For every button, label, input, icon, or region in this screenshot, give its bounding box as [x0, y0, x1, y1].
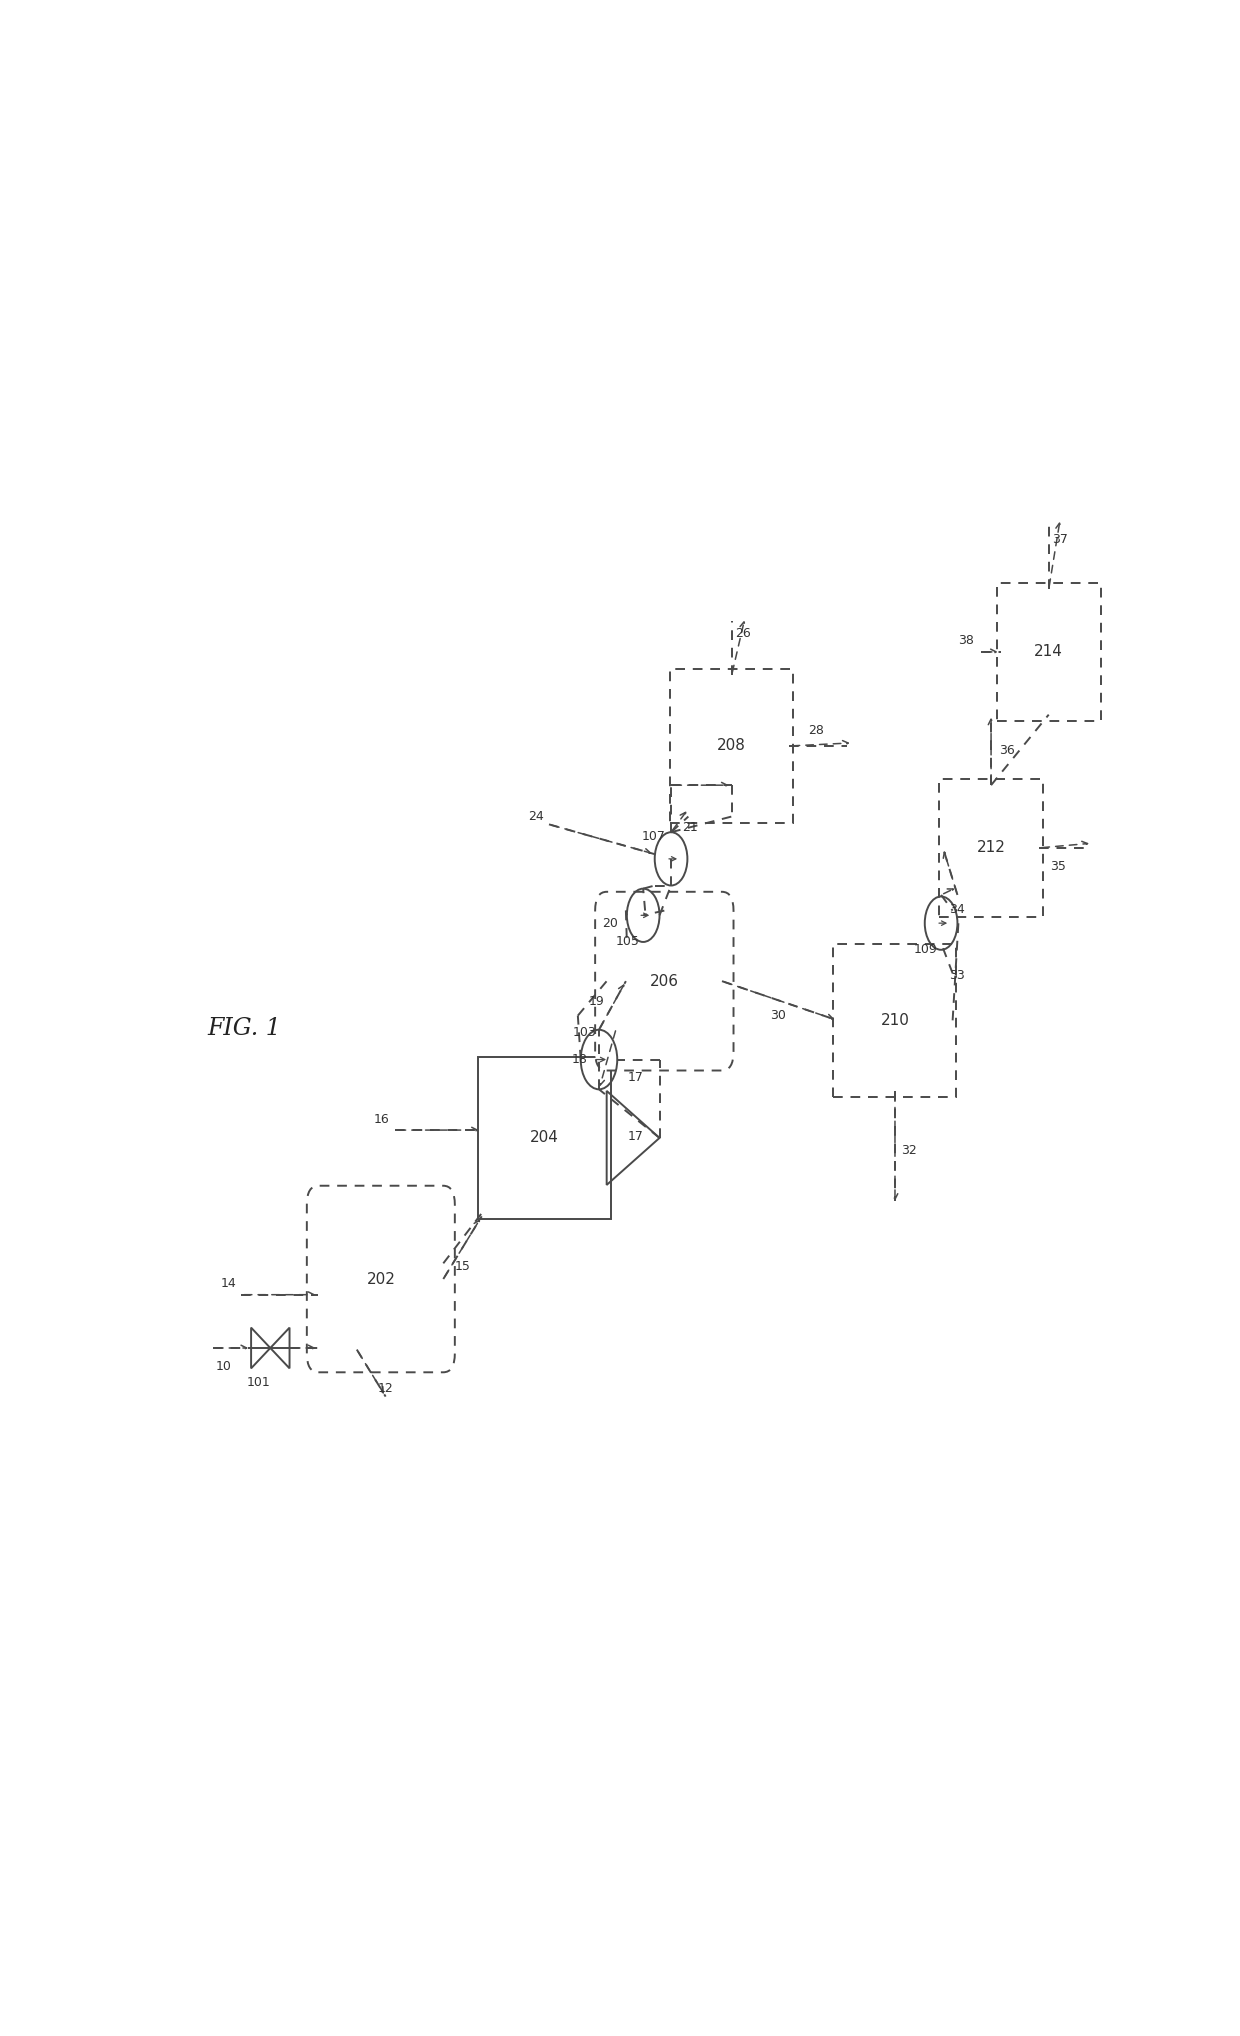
FancyBboxPatch shape	[477, 1057, 610, 1220]
Text: 21: 21	[682, 821, 697, 835]
Text: 28: 28	[808, 723, 825, 737]
FancyBboxPatch shape	[833, 943, 956, 1097]
Text: 33: 33	[949, 969, 965, 981]
Text: 17: 17	[627, 1071, 644, 1083]
Text: 12: 12	[378, 1382, 394, 1395]
Text: 10: 10	[216, 1360, 232, 1374]
Text: 206: 206	[650, 973, 678, 989]
Text: 210: 210	[880, 1012, 909, 1028]
Text: 214: 214	[1034, 645, 1063, 660]
Text: 35: 35	[1050, 861, 1066, 873]
Text: 37: 37	[1053, 533, 1069, 546]
Text: 34: 34	[949, 902, 965, 916]
FancyBboxPatch shape	[670, 670, 794, 823]
Text: 15: 15	[455, 1260, 471, 1272]
Text: 101: 101	[247, 1376, 270, 1389]
Text: 30: 30	[770, 1010, 786, 1022]
FancyBboxPatch shape	[997, 582, 1101, 721]
Text: 36: 36	[998, 745, 1014, 757]
Text: 202: 202	[366, 1272, 396, 1287]
Text: 17: 17	[627, 1130, 644, 1142]
Text: 32: 32	[900, 1144, 916, 1156]
Text: 20: 20	[603, 916, 619, 930]
Text: 105: 105	[616, 935, 640, 949]
Text: 24: 24	[528, 810, 544, 823]
Text: 107: 107	[642, 831, 666, 843]
Text: 204: 204	[529, 1130, 559, 1146]
FancyBboxPatch shape	[306, 1185, 455, 1372]
Text: 26: 26	[735, 627, 751, 639]
Text: 103: 103	[573, 1026, 596, 1040]
Text: 16: 16	[373, 1112, 389, 1126]
Text: FIG. 1: FIG. 1	[208, 1016, 281, 1040]
Text: 19: 19	[589, 996, 605, 1008]
FancyBboxPatch shape	[595, 892, 734, 1071]
Text: 109: 109	[914, 943, 937, 957]
Text: 18: 18	[572, 1053, 588, 1067]
FancyBboxPatch shape	[939, 780, 1043, 916]
Text: 14: 14	[221, 1277, 237, 1291]
Text: 208: 208	[717, 739, 746, 753]
Text: 38: 38	[957, 635, 973, 647]
Text: 212: 212	[977, 841, 1006, 855]
